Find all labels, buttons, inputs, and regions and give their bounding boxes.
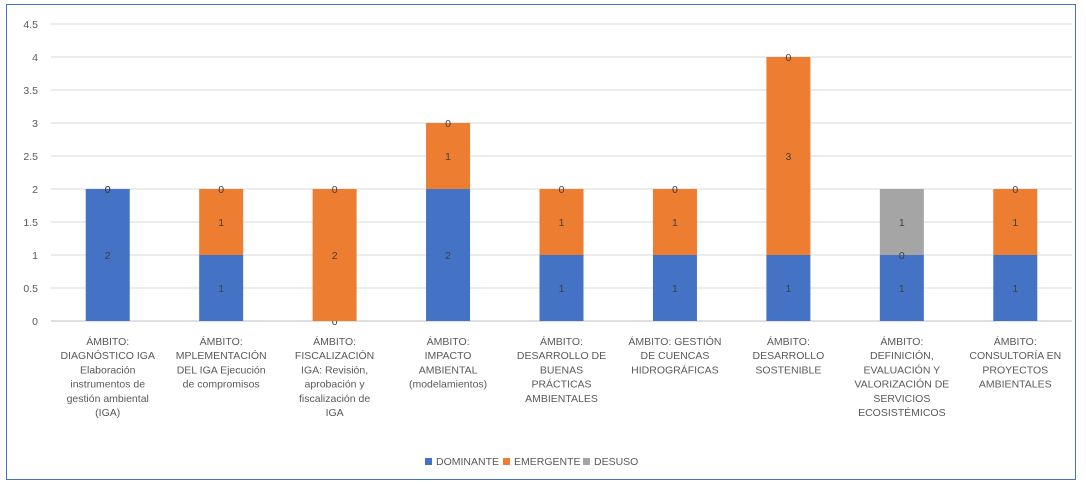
y-tick-label: 4 xyxy=(32,52,38,64)
y-tick-label: 0.5 xyxy=(23,283,38,295)
category-label: SERVICIOS xyxy=(873,393,930,405)
y-tick-label: 3 xyxy=(32,118,38,130)
category-label: ÁMBITO: GESTIÓN xyxy=(628,335,721,348)
y-tick-label: 2.5 xyxy=(23,151,38,163)
legend-label-desuso: DESUSO xyxy=(594,456,638,468)
category-label: Elaboración xyxy=(80,364,136,376)
data-label: 2 xyxy=(332,250,338,262)
category-label: ÁMBITO: xyxy=(880,335,923,348)
data-label: 1 xyxy=(899,217,905,229)
y-tick-label: 2 xyxy=(32,184,38,196)
category-label: FISCALIZACIÓN xyxy=(295,349,374,362)
category-label: DE CUENCAS xyxy=(641,350,710,362)
category-label: AMBIENTALES xyxy=(979,379,1052,391)
category-label: fiscalización de xyxy=(299,393,370,405)
data-label: 1 xyxy=(785,283,791,295)
legend-label-dominante: DOMINANTE xyxy=(436,456,499,468)
legend-swatch-desuso xyxy=(583,458,590,465)
category-label: SOSTENIBLE xyxy=(755,364,821,376)
data-label: 1 xyxy=(559,283,565,295)
data-label: 2 xyxy=(445,250,451,262)
category-label: (modelamientos) xyxy=(409,379,487,391)
category-label: DESARROLLO DE xyxy=(517,350,606,362)
data-label: 0 xyxy=(899,250,905,262)
legend-swatch-dominante xyxy=(425,458,432,465)
category-label: BUENAS xyxy=(540,364,583,376)
category-label: PRÁCTICAS xyxy=(531,378,591,391)
data-label: 0 xyxy=(785,52,791,64)
data-label: 0 xyxy=(332,184,338,196)
data-label: 1 xyxy=(218,283,224,295)
category-label: ÁMBITO: xyxy=(200,335,243,348)
category-label: ÁMBITO: xyxy=(767,335,810,348)
category-label: IGA: Revisión, xyxy=(301,364,368,376)
data-label: 3 xyxy=(785,151,791,163)
category-label: PROYECTOS xyxy=(982,364,1048,376)
category-label: instrumentos de xyxy=(70,379,145,391)
category-label: ÁMBITO: xyxy=(994,335,1037,348)
y-tick-label: 4.5 xyxy=(23,19,38,31)
category-label: DIAGNÓSTICO IGA xyxy=(60,349,155,362)
legend-label-emergente: EMERGENTE xyxy=(514,456,581,468)
data-label: 1 xyxy=(1012,217,1018,229)
category-label: aprobación y xyxy=(305,379,366,391)
category-label: ÁMBITO: xyxy=(427,335,470,348)
data-label: 0 xyxy=(559,184,565,196)
data-label: 0 xyxy=(1012,184,1018,196)
category-label: ÁMBITO: xyxy=(313,335,356,348)
category-label: gestión ambiental xyxy=(67,393,149,405)
category-label: ECOSISTÉMICOS xyxy=(858,406,946,419)
y-tick-label: 3.5 xyxy=(23,85,38,97)
category-label: IGA xyxy=(326,407,344,419)
data-label: 0 xyxy=(218,184,224,196)
category-label: EVALUACIÓN Y xyxy=(864,363,941,376)
y-tick-label: 0 xyxy=(32,316,38,328)
data-label: 1 xyxy=(559,217,565,229)
legend-swatch-emergente xyxy=(503,458,510,465)
category-label: IMPACTO xyxy=(425,350,472,362)
data-label: 0 xyxy=(105,184,111,196)
category-label: ÁMBITO: xyxy=(86,335,129,348)
category-label: DEFINICIÓN, xyxy=(870,349,934,362)
y-tick-label: 1.5 xyxy=(23,217,38,229)
data-label: 2 xyxy=(105,250,111,262)
category-label: AMBIENTALES xyxy=(525,393,598,405)
data-label: 1 xyxy=(218,217,224,229)
category-label: DEL IGA Ejecución xyxy=(177,364,266,376)
data-label: 1 xyxy=(1012,283,1018,295)
category-label: de compromisos xyxy=(183,379,260,391)
data-label: 1 xyxy=(672,217,678,229)
data-label: 0 xyxy=(445,118,451,130)
data-label: 1 xyxy=(672,283,678,295)
category-label: HIDROGRÁFICAS xyxy=(631,363,719,376)
category-label: MPLEMENTACIÓN xyxy=(176,349,267,362)
category-label: AMBIENTAL xyxy=(419,364,478,376)
category-label: DESARROLLO xyxy=(752,350,824,362)
category-label: CONSULTORÍA EN xyxy=(969,349,1061,362)
category-label: ÁMBITO: xyxy=(540,335,583,348)
data-label: 1 xyxy=(899,283,905,295)
y-tick-label: 1 xyxy=(32,250,38,262)
category-label: VALORIZACIÓN DE xyxy=(854,378,949,391)
data-label: 1 xyxy=(445,151,451,163)
data-label: 0 xyxy=(672,184,678,196)
category-label: (IGA) xyxy=(95,407,120,419)
